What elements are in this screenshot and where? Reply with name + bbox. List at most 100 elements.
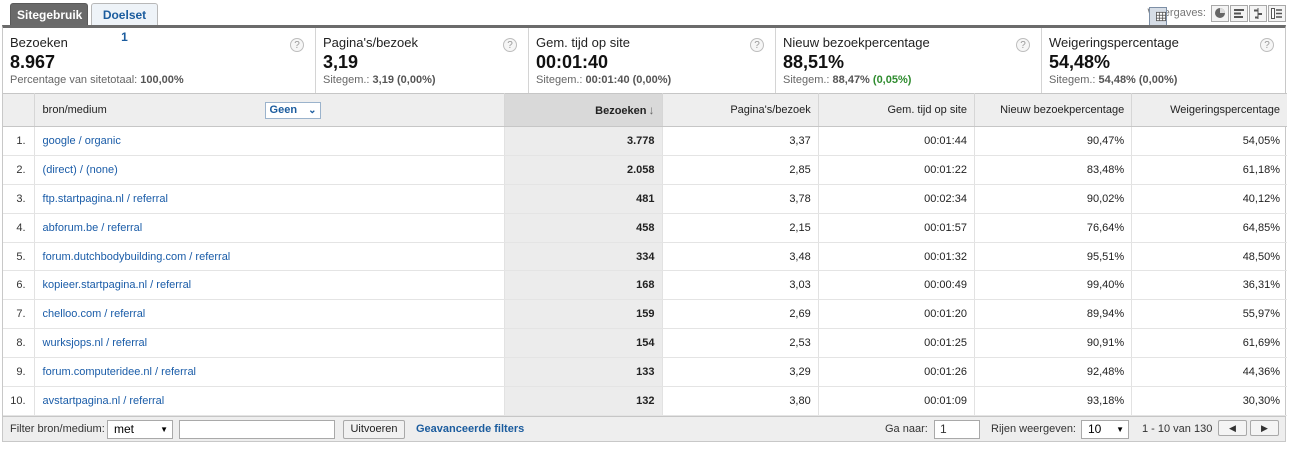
- row-index: 10.: [3, 386, 35, 416]
- row-weigering: 36,31%: [1131, 270, 1287, 301]
- pivot-icon[interactable]: [1268, 4, 1286, 22]
- row-index: 3.: [3, 184, 35, 214]
- row-gem-tijd: 00:02:34: [818, 184, 975, 214]
- row-bezoeken: 168: [504, 270, 663, 301]
- rows-per-page-select[interactable]: 10 ▼: [1081, 419, 1129, 439]
- row-index: 9.: [3, 357, 35, 388]
- header-dimension: bron/medium Geen ⌄: [34, 93, 506, 127]
- filter-mode-select[interactable]: met ▼: [107, 419, 173, 439]
- row-source-medium[interactable]: wurksjops.nl / referral: [34, 328, 506, 359]
- table-row: 6. kopieer.startpagina.nl / referral 168 3,…: [3, 270, 1287, 301]
- dimension-label[interactable]: bron/medium: [42, 104, 107, 116]
- next-page-button[interactable]: ▶: [1250, 419, 1279, 436]
- row-gem-tijd: 00:01:09: [818, 386, 975, 416]
- row-index: 7.: [3, 299, 35, 330]
- row-index: 8.: [3, 328, 35, 359]
- tab-doelset-1[interactable]: Doelset 1: [91, 3, 158, 44]
- metric-sub-label: Sitegem.:: [1049, 74, 1096, 86]
- row-gem-tijd: 00:00:49: [818, 270, 975, 301]
- source-link[interactable]: wurksjops.nl / referral: [42, 337, 148, 350]
- table-row: 2. (direct) / (none) 2.058 2,85 00:01:22 83,4…: [3, 155, 1287, 185]
- row-gem-tijd: 00:01:32: [818, 242, 975, 272]
- rows-per-page-value: 10: [1088, 421, 1102, 436]
- row-source-medium[interactable]: avstartpagina.nl / referral: [34, 386, 506, 416]
- row-paginas-per-bezoek: 3,80: [662, 386, 819, 416]
- table-header-row: bron/medium Geen ⌄ Bezoeken ↓ Pagina's/bez…: [3, 93, 1287, 127]
- help-icon[interactable]: ?: [750, 38, 764, 52]
- source-link[interactable]: ftp.startpagina.nl / referral: [42, 192, 168, 205]
- metric-gem-tijd-op-site: Gem. tijd op site 00:01:40 Sitegem.: 00:…: [529, 28, 776, 93]
- goto-page-input[interactable]: 1: [934, 419, 980, 439]
- row-bezoeken: 133: [504, 357, 663, 388]
- help-icon[interactable]: ?: [503, 38, 517, 52]
- metric-value: 3,19: [323, 52, 359, 72]
- metric-weigeringspercentage: Weigeringspercentage 54,48% Sitegem.: 54…: [1042, 28, 1285, 93]
- source-link[interactable]: abforum.be / referral: [42, 221, 143, 234]
- metric-sub-label: Percentage van sitetotaal:: [10, 74, 138, 86]
- metric-subtext: Sitegem.: 3,19 (0,00%): [323, 73, 528, 87]
- row-nieuw-bezoek: 83,48%: [974, 155, 1133, 185]
- header-nieuw-bezoek[interactable]: Nieuw bezoekpercentage: [974, 93, 1133, 127]
- row-nieuw-bezoek: 93,18%: [974, 386, 1133, 416]
- row-source-medium[interactable]: google / organic: [34, 126, 506, 156]
- source-link[interactable]: chelloo.com / referral: [42, 308, 146, 321]
- filter-input[interactable]: [179, 419, 335, 439]
- row-paginas-per-bezoek: 2,69: [662, 299, 819, 330]
- row-paginas-per-bezoek: 3,29: [662, 357, 819, 388]
- metric-title: Nieuw bezoekpercentage: [783, 35, 930, 50]
- source-link[interactable]: (direct) / (none): [42, 163, 118, 176]
- source-link[interactable]: forum.computeridee.nl / referral: [42, 366, 196, 379]
- row-source-medium[interactable]: (direct) / (none): [34, 155, 506, 185]
- header-gem-tijd[interactable]: Gem. tijd op site: [818, 93, 975, 127]
- view-switcher: Weergaves:: [1148, 4, 1286, 26]
- table-view-icon[interactable]: [1148, 7, 1167, 26]
- row-gem-tijd: 00:01:25: [818, 328, 975, 359]
- advanced-filters-link[interactable]: Geavanceerde filters: [416, 422, 525, 435]
- row-source-medium[interactable]: forum.computeridee.nl / referral: [34, 357, 506, 388]
- row-source-medium[interactable]: abforum.be / referral: [34, 213, 506, 243]
- tab-sitegebruik[interactable]: Sitegebruik: [10, 3, 88, 25]
- report-panel: Sitegebruik Doelset 1 Weergaves: Bezoeke…: [2, 0, 1287, 442]
- row-paginas-per-bezoek: 2,15: [662, 213, 819, 243]
- header-label: Gem. tijd op site: [887, 104, 967, 116]
- metric-value: 88,51%: [783, 52, 845, 72]
- tab-bar: Sitegebruik Doelset 1 Weergaves:: [2, 0, 1286, 44]
- header-bezoeken[interactable]: Bezoeken ↓: [504, 93, 663, 127]
- row-source-medium[interactable]: ftp.startpagina.nl / referral: [34, 184, 506, 214]
- source-link[interactable]: google / organic: [42, 134, 121, 147]
- metric-value: 00:01:40: [536, 52, 609, 72]
- metric-subtext: Sitegem.: 00:01:40 (0,00%): [536, 73, 775, 87]
- table-row: 9. forum.computeridee.nl / referral 133 3,2…: [3, 357, 1287, 388]
- row-source-medium[interactable]: forum.dutchbodybuilding.com / referral: [34, 242, 506, 272]
- row-source-medium[interactable]: chelloo.com / referral: [34, 299, 506, 330]
- source-link[interactable]: avstartpagina.nl / referral: [42, 394, 165, 407]
- chevron-left-icon: ◀: [1229, 422, 1236, 433]
- metric-title: Weigeringspercentage: [1049, 35, 1179, 50]
- header-weigering[interactable]: Weigeringspercentage: [1131, 93, 1287, 127]
- bar-list-icon[interactable]: [1230, 4, 1248, 22]
- row-nieuw-bezoek: 90,47%: [974, 126, 1133, 156]
- metric-value: 54,48%: [1049, 52, 1111, 72]
- help-icon[interactable]: ?: [1016, 38, 1030, 52]
- row-paginas-per-bezoek: 3,37: [662, 126, 819, 156]
- row-source-medium[interactable]: kopieer.startpagina.nl / referral: [34, 270, 506, 301]
- pie-chart-icon[interactable]: [1211, 4, 1229, 22]
- metric-sub-label: Sitegem.:: [536, 74, 583, 86]
- source-link[interactable]: kopieer.startpagina.nl / referral: [42, 279, 192, 292]
- source-link[interactable]: forum.dutchbodybuilding.com / referral: [42, 250, 231, 263]
- header-paginas-per-bezoek[interactable]: Pagina's/bezoek: [662, 93, 819, 127]
- segment-select[interactable]: Geen ⌄: [264, 102, 321, 119]
- row-index: 5.: [3, 242, 35, 272]
- metric-sub-value: 100,00%: [140, 74, 184, 86]
- help-icon[interactable]: ?: [1260, 38, 1274, 52]
- prev-page-button[interactable]: ◀: [1218, 419, 1247, 436]
- help-icon[interactable]: ?: [290, 38, 304, 52]
- sort-down-arrow-icon: ↓: [648, 103, 655, 117]
- row-nieuw-bezoek: 89,94%: [974, 299, 1133, 330]
- apply-filter-button[interactable]: Uitvoeren: [343, 419, 405, 439]
- row-bezoeken: 458: [504, 213, 663, 243]
- row-nieuw-bezoek: 95,51%: [974, 242, 1133, 272]
- table-row: 4. abforum.be / referral 458 2,15 00:01:57 76…: [3, 213, 1287, 243]
- row-gem-tijd: 00:01:57: [818, 213, 975, 243]
- comparison-icon[interactable]: [1249, 4, 1267, 22]
